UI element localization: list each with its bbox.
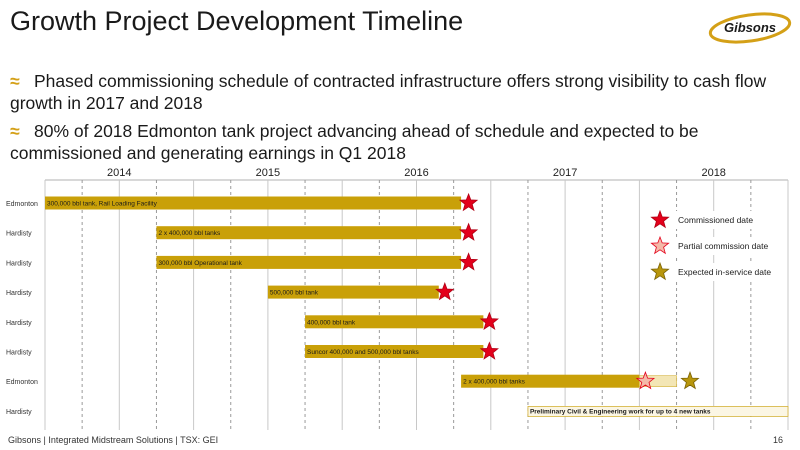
legend-expected-star (650, 261, 670, 281)
legend-partial-star (650, 235, 670, 255)
task-bar-extension (639, 375, 677, 387)
task-bar (45, 196, 462, 210)
row-location: Hardisty (6, 260, 32, 267)
task-label: 2 x 400,000 bbl tanks (158, 230, 221, 237)
legend-commissioned-star (650, 209, 670, 229)
gibsons-logo: Gibsons (708, 12, 792, 44)
bullet-marker: ≈ (10, 121, 20, 141)
year-label: 2015 (256, 167, 280, 179)
bullet-2: ≈80% of 2018 Edmonton tank project advan… (10, 120, 790, 164)
row-location: Hardisty (6, 409, 32, 416)
legend-bg (672, 211, 780, 229)
task-bar (527, 405, 789, 417)
bullet-1-text: Phased commissioning schedule of contrac… (10, 71, 767, 113)
task-label: 400,000 bbl tank (307, 319, 356, 326)
task-label: 300,000 bbl Operational tank (158, 260, 242, 267)
bullet-marker: ≈ (10, 71, 20, 91)
task-label: Suncor 400,000 and 500,000 bbl tanks (307, 349, 419, 356)
row-location: Hardisty (6, 350, 32, 357)
legend-label: Commissioned date (678, 215, 753, 225)
task-label: 2 x 400,000 bbl tanks (463, 379, 526, 386)
commissioned-star (458, 222, 479, 241)
commissioned-star (435, 281, 455, 301)
task-bar (156, 226, 462, 240)
year-label: 2016 (404, 167, 428, 179)
task-label: Preliminary Civil & Engineering work for… (530, 408, 711, 415)
legend-label: Expected in-service date (678, 267, 771, 277)
commissioned-star (479, 311, 499, 331)
task-bar (461, 374, 640, 388)
row-location: Hardisty (6, 231, 32, 238)
page-number: 16 (773, 435, 784, 445)
task-bar (267, 285, 439, 299)
task-bar (305, 345, 484, 358)
task-bar (305, 315, 484, 329)
legend-bg (672, 237, 780, 255)
row-location: Edmonton (6, 201, 38, 208)
legend-label: Partial commission date (678, 241, 769, 251)
row-location: Edmonton (6, 379, 38, 386)
year-label: 2014 (107, 167, 131, 179)
task-label: 500,000 bbl tank (270, 290, 319, 297)
partial-star (635, 371, 656, 390)
page-title: Growth Project Development Timeline (10, 6, 464, 36)
footer-text: Gibsons | Integrated Midstream Solutions… (8, 435, 219, 445)
year-label: 2018 (701, 167, 725, 179)
expected-star (680, 371, 700, 390)
task-bar (156, 255, 462, 269)
legend-bg (672, 263, 780, 281)
task-label: 300,000 bbl tank, Rail Loading Facility (47, 201, 158, 208)
bullet-1: ≈ Phased commissioning schedule of contra… (10, 70, 790, 114)
commissioned-star (479, 341, 499, 360)
logo-text: Gibsons (724, 20, 776, 35)
commissioned-star (458, 252, 479, 271)
timeline-chart: 2014 2015 2016 2017 2018 Edmonton 300,000 bbl … (6, 167, 789, 430)
row-location: Hardisty (6, 320, 32, 327)
commissioned-star (458, 192, 479, 212)
bullet-2-text: 80% of 2018 Edmonton tank project advanc… (10, 121, 699, 163)
row-location: Hardisty (6, 290, 32, 297)
year-label: 2017 (553, 167, 577, 179)
